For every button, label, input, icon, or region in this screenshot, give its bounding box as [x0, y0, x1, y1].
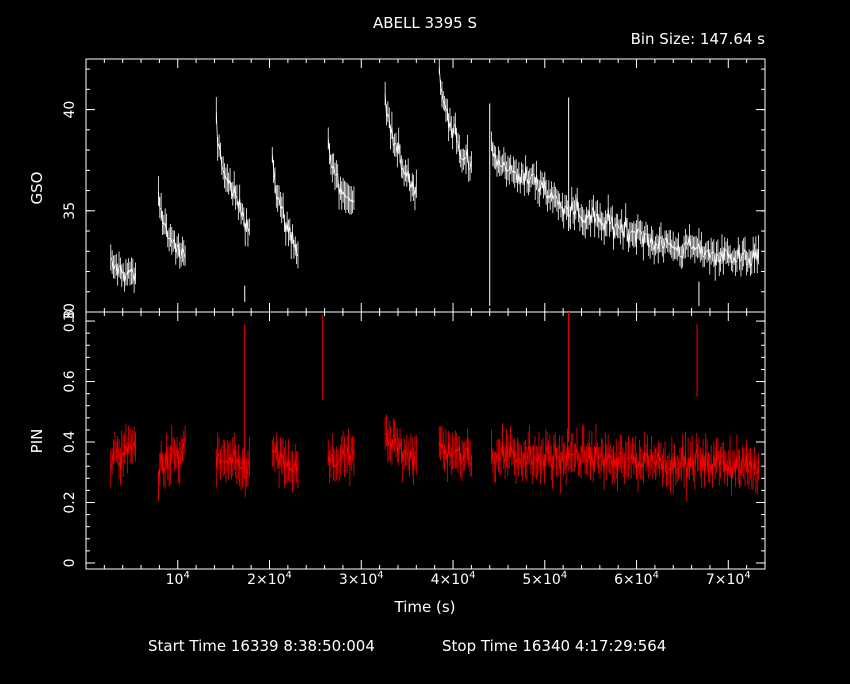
gso-data-trace: [544, 181, 637, 246]
x-tick-label: 104: [166, 570, 190, 588]
pin-data-trace: [327, 444, 355, 468]
x-tick-label: 4×104: [431, 570, 476, 588]
y-tick-label: 35: [62, 202, 78, 220]
pin-data-trace: [158, 436, 186, 482]
pin-data-trace: [215, 448, 250, 480]
x-axis-label: Time (s): [394, 598, 456, 616]
start-time-label: Start Time 16339 8:38:50:004: [148, 637, 375, 655]
gso-frame: [85, 58, 766, 313]
y-tick-label: 0.2: [62, 491, 78, 513]
y-tick-label: 40: [62, 101, 78, 119]
y-tick-label: 0.6: [62, 370, 78, 392]
gso-axis-label: GSO: [28, 172, 46, 205]
gso-data-trace: [636, 226, 759, 268]
stop-time-label: Stop Time 16340 4:17:29:564: [442, 637, 666, 655]
gso-data-trace: [438, 66, 472, 171]
pin-data-trace: [110, 441, 136, 472]
gso-data-trace: [158, 191, 186, 259]
bin-size-label: Bin Size: 147.64 s: [631, 30, 766, 48]
pin-data-trace: [438, 441, 472, 466]
x-tick-label: 7×104: [706, 570, 751, 588]
y-tick-label: 0.8: [62, 310, 78, 332]
pin-panel: 0 0.2 0.4 0.6 0.8 104 2×104 3×104 4×104 5×104 6×10…: [62, 310, 766, 588]
gso-data-trace: [491, 140, 546, 194]
chart-title: ABELL 3395 S: [373, 14, 477, 32]
pin-data-trace: [271, 445, 299, 473]
gso-data-trace: [110, 257, 136, 282]
x-tick-label: 2×104: [247, 570, 292, 588]
pin-data-trace: [385, 432, 417, 468]
gso-data-trace: [384, 92, 417, 196]
y-tick-label: 30: [62, 303, 78, 321]
gso-data-trace: [327, 138, 355, 203]
x-tick-label: 3×104: [339, 570, 384, 588]
y-tick-label: 0: [62, 558, 78, 567]
x-tick-label: 6×104: [614, 570, 659, 588]
pin-axis-label: PIN: [28, 429, 46, 454]
pin-data-trace: [491, 442, 759, 483]
gso-panel: 30 35 40: [62, 58, 766, 321]
pin-frame: [85, 311, 766, 570]
x-tick-label: 5×104: [522, 570, 567, 588]
gso-data-trace: [271, 154, 299, 257]
y-tick-label: 0.4: [62, 431, 78, 453]
gso-data-trace: [215, 111, 250, 233]
